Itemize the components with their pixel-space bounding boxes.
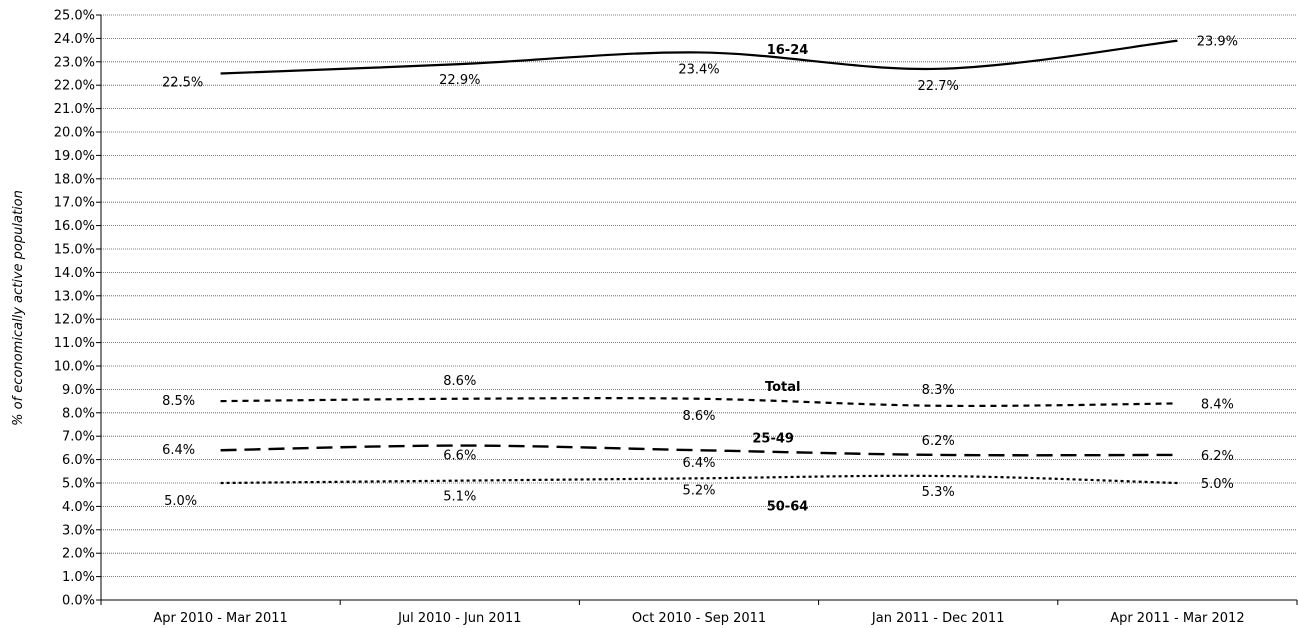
- series-name-label: 50-64: [767, 499, 809, 514]
- data-label: 23.9%: [1197, 35, 1238, 50]
- y-tick-label: 17.0%: [54, 196, 95, 211]
- data-label: 8.3%: [922, 383, 955, 398]
- y-tick-label: 21.0%: [54, 102, 95, 117]
- data-label: 6.4%: [162, 443, 195, 458]
- series-line-50-64: [220, 474, 1178, 485]
- data-label: 5.0%: [164, 494, 197, 509]
- data-label: 5.3%: [922, 485, 955, 500]
- x-tick-label: Apr 2010 - Mar 2011: [153, 611, 287, 626]
- data-label: 5.2%: [682, 483, 715, 498]
- y-tick-label: 13.0%: [54, 289, 95, 304]
- series-line-25-49: [220, 444, 1178, 457]
- data-labels: 22.5% 22.9% 23.4% 22.7% 23.9% 8.5% 8.6% 8.6% 8.3…: [162, 35, 1238, 509]
- y-tick-label: 8.0%: [62, 406, 95, 421]
- data-label: 22.9%: [439, 73, 480, 88]
- series-name-label: 16-24: [767, 43, 809, 58]
- series-lines: [220, 39, 1178, 485]
- y-tick-label: 22.0%: [54, 79, 95, 94]
- y-tick-label: 6.0%: [62, 453, 95, 468]
- y-tick-label: 24.0%: [54, 32, 95, 47]
- y-tick-label: 0.0%: [62, 594, 95, 609]
- y-tick-label: 16.0%: [54, 219, 95, 234]
- data-label: 6.2%: [922, 434, 955, 449]
- y-tick-label: 1.0%: [62, 570, 95, 585]
- data-label: 5.1%: [443, 490, 476, 505]
- y-tick-label: 19.0%: [54, 149, 95, 164]
- data-label: 22.5%: [162, 76, 203, 91]
- x-tick-label: Jul 2010 - Jun 2011: [397, 611, 521, 626]
- y-tick-label: 10.0%: [54, 360, 95, 375]
- y-tick-labels: 0.0% 1.0% 2.0% 3.0% 4.0% 5.0% 6.0% 7.0% 8.0% 9.0%…: [54, 9, 95, 609]
- y-tick-label: 18.0%: [54, 172, 95, 187]
- y-tick-label: 11.0%: [54, 336, 95, 351]
- y-tick-label: 5.0%: [62, 477, 95, 492]
- data-label: 8.5%: [162, 394, 195, 409]
- series-name-label: 25-49: [752, 432, 794, 447]
- series-line-Total: [220, 397, 1178, 408]
- x-tick-label: Jan 2011 - Dec 2011: [871, 611, 1005, 626]
- x-tick-label: Oct 2010 - Sep 2011: [632, 611, 766, 626]
- y-tick-label: 23.0%: [54, 55, 95, 70]
- y-tick-label: 3.0%: [62, 523, 95, 538]
- y-tick-label: 14.0%: [54, 266, 95, 281]
- data-label: 6.2%: [1201, 449, 1234, 464]
- data-label: 8.6%: [682, 409, 715, 424]
- y-tick-label: 4.0%: [62, 500, 95, 515]
- y-tick-label: 12.0%: [54, 313, 95, 328]
- axes: [96, 14, 1298, 605]
- data-label: 23.4%: [678, 62, 719, 77]
- y-tick-label: 9.0%: [62, 383, 95, 398]
- y-tick-label: 15.0%: [54, 243, 95, 258]
- series-name-labels: 16-24 Total 25-49 50-64: [752, 43, 808, 514]
- y-tick-label: 20.0%: [54, 126, 95, 141]
- series-line-16-24: [220, 39, 1178, 75]
- x-tick-labels: Apr 2010 - Mar 2011 Jul 2010 - Jun 2011 Oc…: [153, 611, 1244, 626]
- y-axis-title: % of economically active population: [11, 190, 26, 426]
- data-label: 6.6%: [443, 449, 476, 464]
- series-name-label: Total: [765, 380, 801, 395]
- data-label: 8.6%: [443, 374, 476, 389]
- data-label: 8.4%: [1201, 397, 1234, 412]
- data-label: 22.7%: [918, 79, 959, 94]
- data-label: 5.0%: [1201, 477, 1234, 492]
- y-tick-label: 2.0%: [62, 547, 95, 562]
- y-tick-label: 25.0%: [54, 9, 95, 24]
- y-tick-label: 7.0%: [62, 430, 95, 445]
- x-tick-label: Apr 2011 - Mar 2012: [1110, 611, 1244, 626]
- gridlines: [101, 14, 1297, 577]
- data-label: 6.4%: [682, 456, 715, 471]
